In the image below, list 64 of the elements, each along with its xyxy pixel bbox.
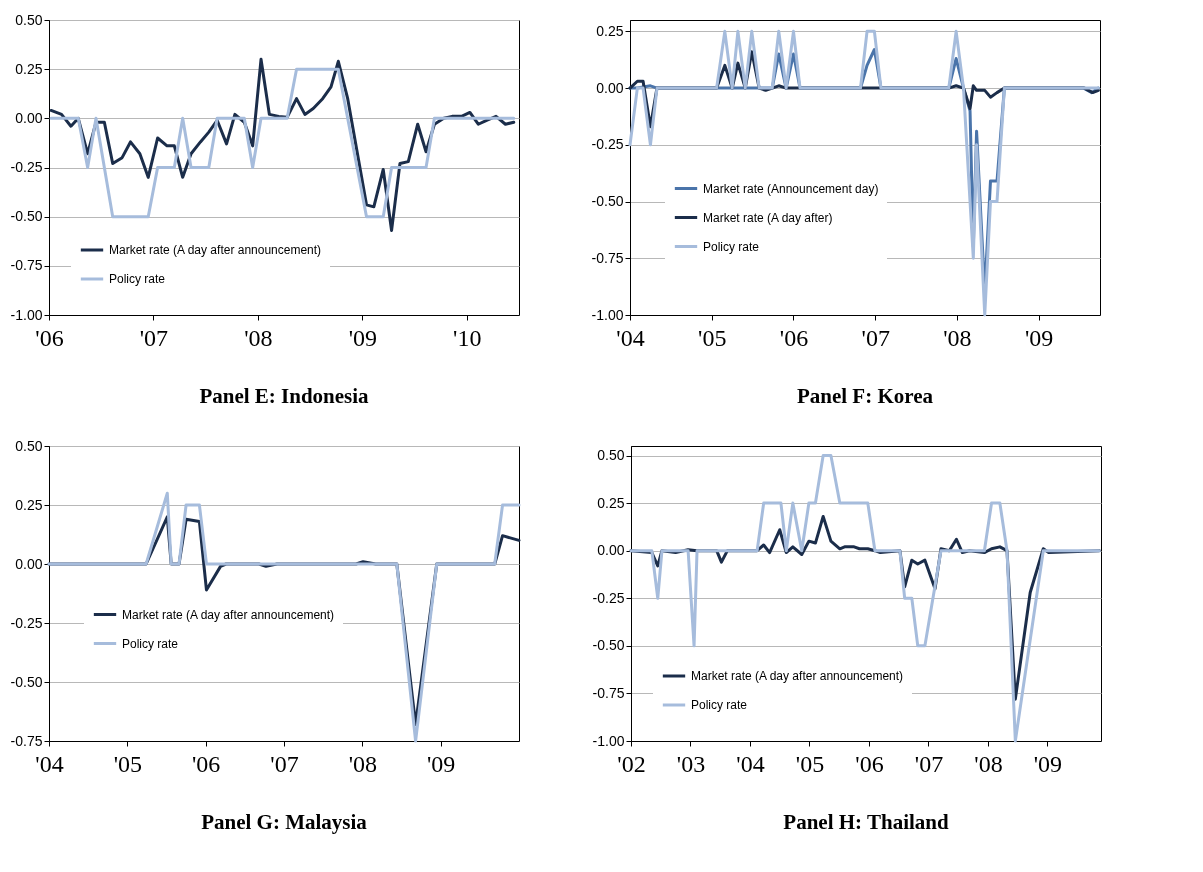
x-tick-label: '08 bbox=[244, 324, 273, 351]
x-tick-label: '04 bbox=[35, 750, 64, 777]
x-tick-label: '02 bbox=[617, 750, 646, 777]
x-tick-label: '05 bbox=[698, 324, 727, 351]
legend-label: Market rate (Announcement day) bbox=[703, 181, 879, 196]
x-tick-label: '08 bbox=[348, 750, 377, 777]
x-tick-label: '04 bbox=[616, 324, 645, 351]
text: Panel H: Thailand bbox=[783, 810, 949, 834]
y-tick-label: 0.50 bbox=[597, 447, 625, 464]
x-tick-label: '06 bbox=[779, 324, 809, 351]
text: Panel E: Indonesia bbox=[199, 384, 370, 408]
y-tick-label: -0.75 bbox=[591, 249, 624, 266]
legend-label: Policy rate bbox=[691, 698, 748, 712]
y-tick-label: -0.25 bbox=[10, 614, 43, 631]
x-tick-label: '05 bbox=[795, 750, 825, 777]
y-tick-label: 0.25 bbox=[596, 22, 624, 39]
x-tick-label: '09 bbox=[1025, 324, 1054, 351]
y-tick-label: 0.00 bbox=[15, 555, 43, 572]
x-tick-label: '09 bbox=[348, 324, 377, 351]
y-tick-label: -0.25 bbox=[591, 136, 624, 153]
x-tick-label: '07 bbox=[270, 750, 299, 777]
y-tick-label: -0.75 bbox=[10, 732, 43, 749]
y-tick-label: -0.25 bbox=[10, 159, 43, 175]
x-tick-label: '08 bbox=[943, 324, 972, 351]
legend-label: Market rate (A day after announcement) bbox=[122, 607, 335, 622]
x-tick-label: '07 bbox=[914, 750, 944, 777]
y-tick-label: -0.25 bbox=[592, 589, 625, 606]
y-tick-label: -0.50 bbox=[10, 208, 43, 225]
x-tick-label: '06 bbox=[35, 324, 64, 351]
legend-label: Policy rate bbox=[122, 636, 179, 651]
x-tick-label: '09 bbox=[427, 750, 456, 777]
y-tick-label: -1.00 bbox=[10, 306, 43, 323]
x-tick-label: '03 bbox=[676, 750, 706, 777]
x-tick-label: '04 bbox=[736, 750, 765, 777]
x-tick-label: '10 bbox=[453, 324, 482, 351]
legend-label: Market rate (A day after) bbox=[703, 210, 833, 225]
x-tick-label: '06 bbox=[192, 750, 221, 777]
y-tick-label: -1.00 bbox=[591, 306, 624, 323]
y-tick-label: 0.00 bbox=[597, 542, 625, 559]
x-tick-label: '08 bbox=[974, 750, 1003, 777]
y-tick-label: -0.50 bbox=[10, 673, 43, 690]
y-tick-label: -1.00 bbox=[592, 732, 625, 749]
y-tick-label: 0.25 bbox=[597, 494, 625, 511]
y-tick-label: -0.75 bbox=[10, 257, 43, 274]
y-tick-label: -0.50 bbox=[591, 193, 624, 210]
x-tick-label: '09 bbox=[1033, 750, 1063, 777]
y-tick-label: -0.75 bbox=[592, 684, 625, 701]
legend-label: Market rate (A day after announcement) bbox=[691, 669, 904, 683]
y-tick-label: 0.25 bbox=[15, 496, 43, 513]
y-tick-label: 0.50 bbox=[15, 437, 43, 454]
y-tick-label: 0.25 bbox=[15, 60, 43, 77]
legend-label: Policy rate bbox=[109, 272, 166, 286]
x-tick-label: '05 bbox=[113, 750, 142, 777]
y-tick-label: -0.50 bbox=[592, 637, 625, 654]
x-tick-label: '07 bbox=[861, 324, 890, 351]
legend-label: Market rate (A day after announcement) bbox=[109, 243, 322, 257]
x-tick-label: '06 bbox=[855, 750, 884, 777]
x-tick-label: '07 bbox=[139, 324, 169, 351]
text: Panel G: Malaysia bbox=[201, 810, 368, 834]
y-tick-label: 0.00 bbox=[596, 79, 624, 96]
y-tick-label: 0.00 bbox=[15, 109, 43, 126]
text: Panel F: Korea bbox=[796, 384, 934, 408]
y-tick-label: 0.50 bbox=[15, 11, 43, 28]
legend-label: Policy rate bbox=[703, 239, 760, 254]
